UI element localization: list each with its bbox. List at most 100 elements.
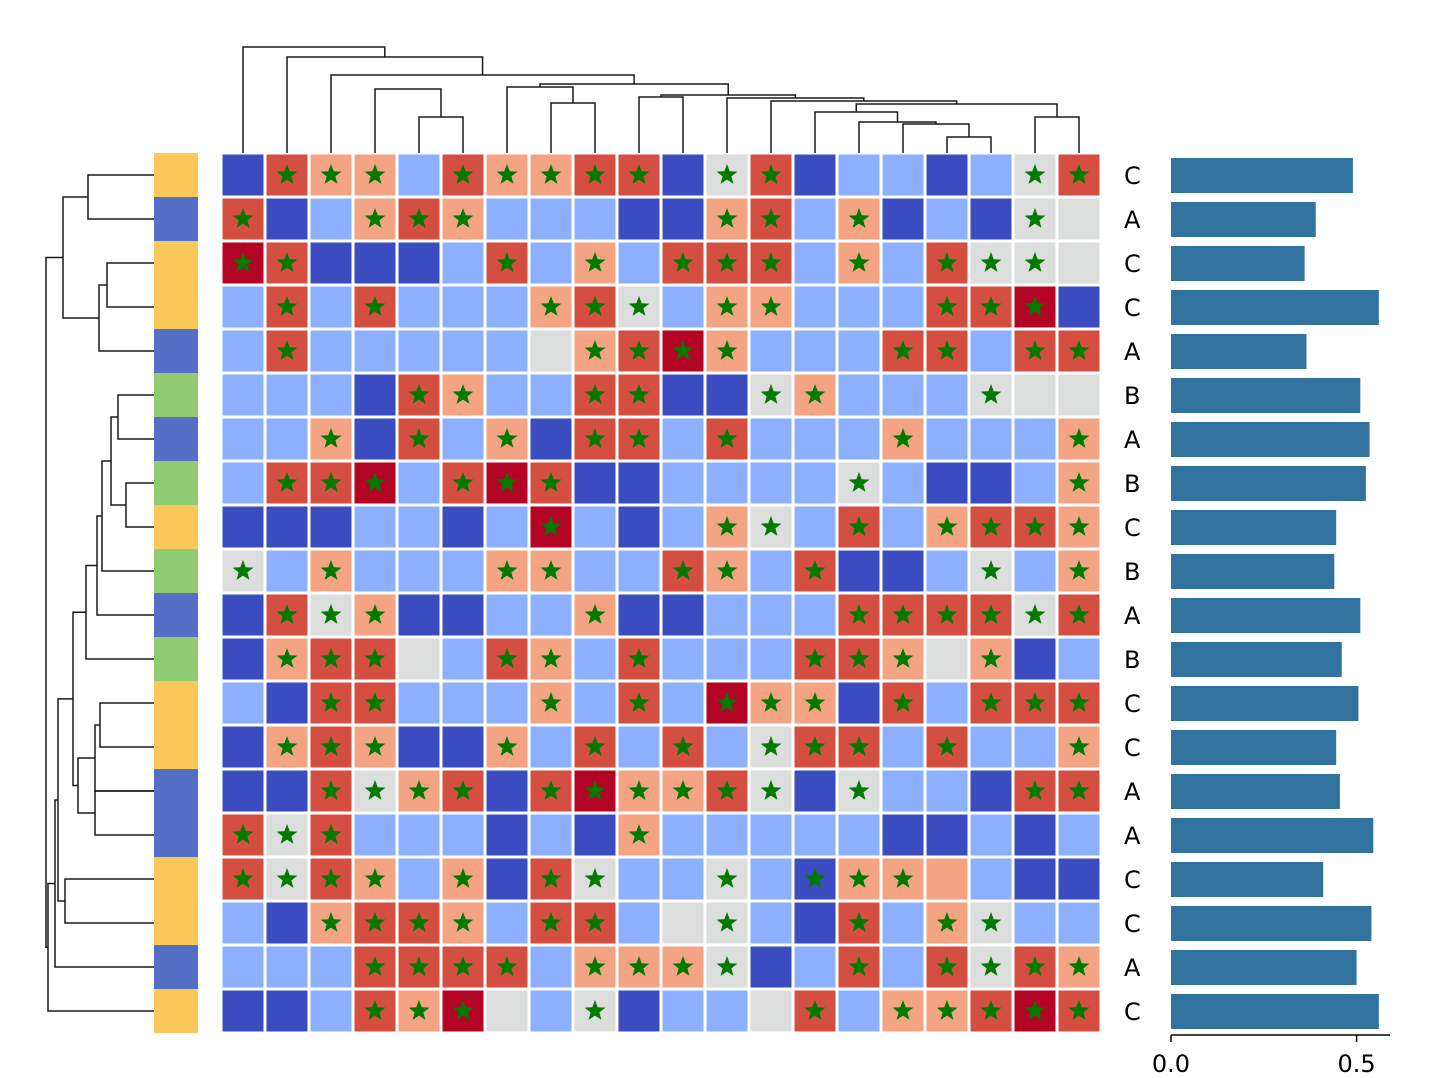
significance-star-marker [408,208,430,228]
heatmap-cell [574,462,616,504]
significance-star-marker [804,736,826,756]
heatmap-cell [662,462,704,504]
heatmap-cell [794,198,836,240]
significance-star-marker [232,868,254,888]
significance-star-marker [452,780,474,800]
heatmap-cell [662,198,704,240]
significance-star-marker [980,384,1002,404]
significance-star-marker [320,428,342,448]
heatmap-cell [574,682,616,724]
significance-star-marker [364,296,386,316]
heatmap-cell [706,374,748,416]
bar [1171,378,1361,413]
significance-star-marker [276,824,298,844]
significance-star-marker [276,604,298,624]
dendrogram-link [638,96,684,153]
row-group-color-cell [154,901,198,945]
bar [1171,334,1307,369]
row-label: A [1124,954,1141,982]
significance-star-marker [716,692,738,712]
significance-star-marker [584,164,606,184]
dendrogram-link [106,262,154,308]
row-group-color-cell [154,813,198,857]
bar [1171,202,1316,237]
row-group-color-cell [154,241,198,285]
heatmap-cell [398,242,440,284]
row-group-color-cell [154,945,198,989]
heatmap-cell [662,374,704,416]
significance-star-marker [892,868,914,888]
significance-star-marker [848,472,870,492]
significance-star-marker [320,824,342,844]
heatmap-cell [442,506,484,548]
significance-star-marker [848,516,870,536]
significance-star-marker [232,560,254,580]
row-label: A [1124,822,1141,850]
heatmap-cell [354,242,396,284]
significance-star-marker [320,912,342,932]
heatmap-cell [838,154,880,196]
heatmap-cell [266,990,308,1032]
heatmap-cell [706,990,748,1032]
heatmap-cell [970,726,1012,768]
significance-star-marker [672,956,694,976]
heatmap-cell [398,638,440,680]
heatmap-cell [794,594,836,636]
heatmap-cell [618,858,660,900]
heatmap-cell [750,902,792,944]
heatmap-cell [1014,550,1056,592]
bar-x-tick-label: 0.5 [1338,1050,1376,1078]
row-group-color-cell [154,725,198,769]
significance-star-marker [276,296,298,316]
heatmap-cell [222,462,264,504]
heatmap-cell [926,154,968,196]
row-group-color-cell [154,417,198,461]
heatmap-cell [794,462,836,504]
row-group-color-cell [154,857,198,901]
heatmap-cell [354,814,396,856]
significance-star-marker [584,604,606,624]
heatmap-cell [486,198,528,240]
significance-star-marker [584,912,606,932]
heatmap-cell [442,814,484,856]
heatmap-cell [706,462,748,504]
heatmap-cell [618,242,660,284]
significance-star-marker [716,252,738,272]
heatmap-cell [838,286,880,328]
heatmap-cell [222,330,264,372]
heatmap-cell [662,814,704,856]
heatmap-cell [706,726,748,768]
heatmap-cell [398,506,440,548]
significance-star-marker [716,560,738,580]
significance-star-marker [980,516,1002,536]
significance-star-marker [760,692,782,712]
significance-star-marker [628,780,650,800]
significance-star-marker [496,648,518,668]
row-dendrogram [45,174,154,1012]
significance-star-marker [804,384,826,404]
significance-star-marker [408,428,430,448]
significance-star-marker [1024,1000,1046,1020]
significance-star-marker [980,296,1002,316]
heatmap-cell [794,242,836,284]
significance-star-marker [760,296,782,316]
significance-star-marker [540,912,562,932]
significance-star-marker [320,604,342,624]
dendrogram-link [858,121,937,153]
significance-star-marker [364,912,386,932]
heatmap-cell [486,814,528,856]
heatmap-cell [838,374,880,416]
significance-star-marker [980,956,1002,976]
heatmap-cell [442,726,484,768]
dendrogram-link [242,46,386,153]
significance-star-marker [364,780,386,800]
dendrogram-link [330,74,635,153]
significance-star-marker [1068,780,1090,800]
significance-star-marker [232,824,254,844]
row-label: C [1124,294,1141,322]
heatmap-cell [926,550,968,592]
significance-star-marker [628,384,650,404]
heatmap-cell [266,946,308,988]
significance-star-marker [276,472,298,492]
heatmap-cell [662,902,704,944]
